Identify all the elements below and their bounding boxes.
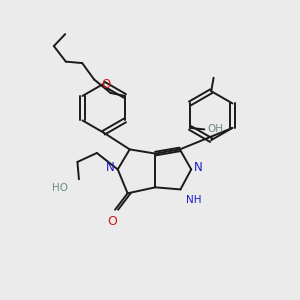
Text: O: O [107,215,117,228]
Text: N: N [106,161,115,174]
Text: OH: OH [207,124,223,134]
Text: N: N [194,161,203,174]
Text: HO: HO [52,183,68,193]
Text: O: O [101,78,110,91]
Text: NH: NH [186,195,201,206]
